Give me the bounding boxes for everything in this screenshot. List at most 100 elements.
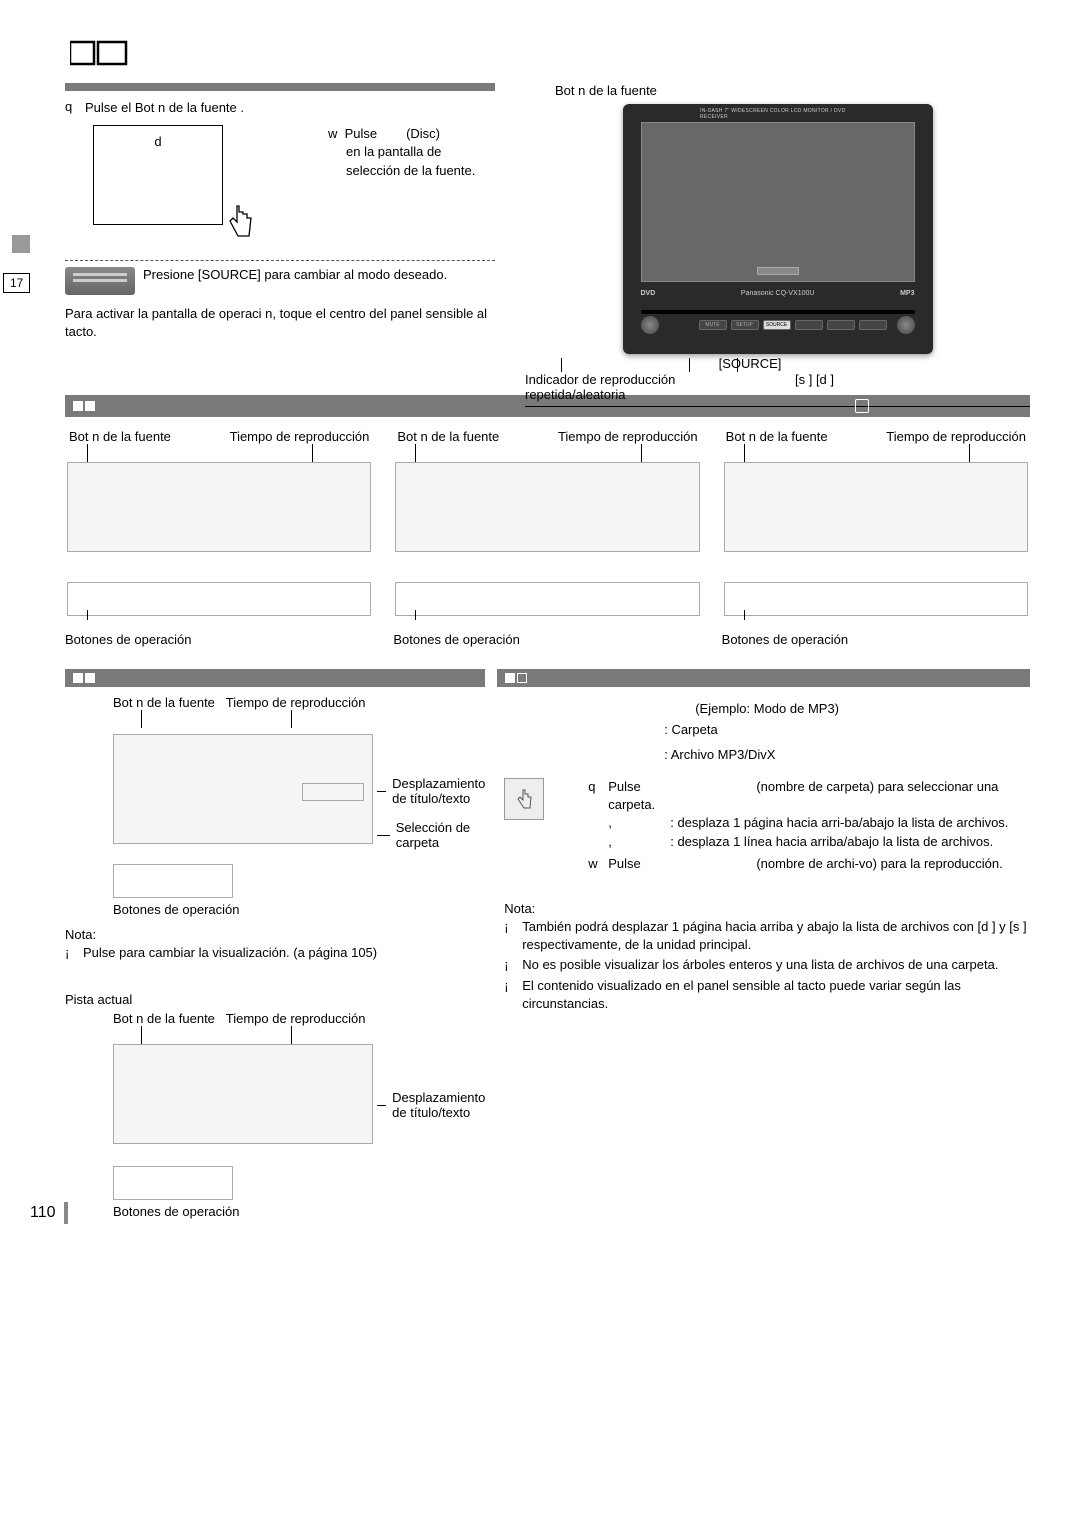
step-w-b: (Disc) (406, 126, 440, 141)
legend-archivo: : Archivo MP3/DivX (664, 747, 1030, 762)
col3-ops-box (724, 582, 1028, 616)
mp3-ops-box (113, 864, 233, 898)
mp3-badge: MP3 (900, 290, 914, 297)
cd-label-tiempo: Tiempo de reproducción (226, 1011, 366, 1026)
side-tab: 17 (0, 235, 35, 293)
nota-2: Nota: ¡También podrá desplazar 1 página … (504, 901, 1030, 1013)
nota2-b3: ¡ (504, 977, 522, 1013)
mp3-label-tiempo: Tiempo de reproducción (226, 695, 366, 710)
section-folder-select (497, 669, 1030, 687)
playback-col-3: Bot n de la fuente Tiempo de reproducció… (722, 429, 1030, 647)
col2-label-tiempo: Tiempo de reproducción (499, 429, 697, 444)
playback-col-1: Bot n de la fuente Tiempo de reproducció… (65, 429, 373, 647)
right-knob[interactable] (897, 316, 915, 334)
folder-q-b: (nombre de carpeta) para seleccionar una… (608, 779, 998, 812)
nota2-i3: El contenido visualizado en el panel sen… (522, 977, 1030, 1013)
col1-label-tiempo: Tiempo de reproducción (171, 429, 369, 444)
volume-knob[interactable] (641, 316, 659, 334)
mini-device-icon (65, 267, 135, 295)
col3-label-tiempo: Tiempo de reproducción (828, 429, 1026, 444)
mp3-label-fuente: Bot n de la fuente (113, 695, 215, 710)
mute-button[interactable]: MUTE (699, 320, 727, 330)
mp3-inner-box (302, 783, 364, 801)
step-w-block: w Pulse (Disc) en la pantalla de selecci… (328, 125, 488, 180)
cd-anno-despl: Desplazamiento de título/texto (377, 1090, 492, 1120)
device-slot (641, 310, 915, 314)
folder-w-b: (nombre de archi-vo) para la reproducció… (756, 856, 1002, 871)
two-squares-icon-2 (73, 673, 95, 683)
col1-label-ops: Botones de operación (65, 632, 373, 647)
col2-ops-box (395, 582, 699, 616)
callout-line-2 (689, 358, 690, 372)
cd-anno-despl-text: Desplazamiento de título/texto (392, 1090, 492, 1120)
aux-button[interactable] (859, 320, 887, 330)
dashed-divider (65, 260, 495, 261)
setup-button[interactable]: SETUP (731, 320, 759, 330)
folder-step-q: q (588, 778, 608, 796)
playback-col-2: Bot n de la fuente Tiempo de reproducció… (393, 429, 701, 647)
nota1-title: Nota: (65, 927, 492, 942)
folder-header-icon (505, 673, 527, 683)
brand-badge: Panasonic CQ-VX100U (741, 290, 815, 297)
mp3-example: (Ejemplo: Modo de MP3) (504, 701, 1030, 716)
step-w-marker: w (328, 126, 337, 141)
touch-d-mark: d (154, 134, 161, 149)
anno-select: Selección de carpeta (377, 820, 492, 850)
col2-label-fuente: Bot n de la fuente (397, 429, 499, 444)
two-squares-icon (73, 401, 95, 411)
col3-label-fuente: Bot n de la fuente (726, 429, 828, 444)
disc-outline-icon (855, 399, 869, 413)
callout-line-3 (737, 358, 738, 372)
touch-center-para: Para activar la pantalla de operaci n, t… (65, 305, 495, 341)
source-note-row: Presione [SOURCE] para cambiar al modo d… (65, 267, 495, 295)
anno-select-text: Selección de carpeta (396, 820, 493, 850)
nota2-i1: También podrá desplazar 1 página hacia a… (522, 918, 1030, 954)
footer-bar (64, 1202, 68, 1224)
folder-q-a: Pulse (608, 779, 641, 794)
source-note-text: Presione [SOURCE] para cambiar al modo d… (143, 267, 495, 284)
section-disc-select (65, 83, 495, 91)
touch-diagram: d w Pulse (Disc) en la pantalla de selec… (68, 125, 495, 280)
legend-carpeta: : Carpeta (664, 722, 1030, 737)
track-prev-button[interactable] (795, 320, 823, 330)
device-top-label: IN-DASH 7" WIDESCREEN COLOR LCD MONITOR … (700, 108, 855, 120)
folder-s1a: , (608, 814, 670, 832)
mp3-screen (113, 734, 373, 844)
folder-select-block: q Pulse (nombre de carpeta) para selecci… (504, 778, 1030, 873)
step-q-text: Pulse el Bot n de la fuente . (85, 99, 495, 117)
side-marker (12, 235, 30, 253)
step-w-a: Pulse (345, 126, 378, 141)
device-image: IN-DASH 7" WIDESCREEN COLOR LCD MONITOR … (623, 104, 933, 354)
track-next-button[interactable] (827, 320, 855, 330)
col3-screen (724, 462, 1028, 552)
label-indicador: Indicador de reproducción repetida/aleat… (525, 372, 705, 402)
nota1-bullet: ¡ (65, 944, 83, 962)
nota1-text: Pulse para cambiar la visualización. (a … (83, 944, 492, 962)
device-screen (641, 122, 915, 282)
touch-screen-box: d (93, 125, 223, 225)
cd-pista-label: Pista actual (65, 992, 492, 1007)
nota2-b2: ¡ (504, 956, 522, 974)
col2-label-ops: Botones de operación (393, 632, 701, 647)
col1-ops-box (67, 582, 371, 616)
source-button[interactable]: SOURCE (763, 320, 791, 330)
cd-label-fuente: Bot n de la fuente (113, 1011, 215, 1026)
step-q-marker: q (65, 99, 85, 114)
anno-despl: Desplazamiento de título/texto (377, 776, 492, 806)
cd-screen (113, 1044, 373, 1144)
mp3-display-block: Bot n de la fuente Tiempo de reproducció… (65, 695, 492, 917)
page-footer: 110 (30, 1202, 68, 1224)
device-controls: MUTE SETUP SOURCE (641, 318, 915, 332)
cd-label-ops: Botones de operación (113, 1204, 492, 1219)
nota-1: Nota: ¡ Pulse para cambiar la visualizac… (65, 927, 492, 962)
nota2-title: Nota: (504, 901, 1030, 916)
folder-w-a: Pulse (608, 856, 641, 871)
page-number: 110 (30, 1204, 56, 1222)
section-mp3divx (65, 669, 485, 687)
folder-step-w: w (588, 855, 608, 873)
touch-mini-icon (504, 778, 544, 820)
step-w-c: en la pantalla de selección de la fuente… (346, 143, 488, 179)
side-page-box: 17 (3, 273, 30, 293)
col2-screen (395, 462, 699, 552)
mp3-label-ops: Botones de operación (113, 902, 492, 917)
